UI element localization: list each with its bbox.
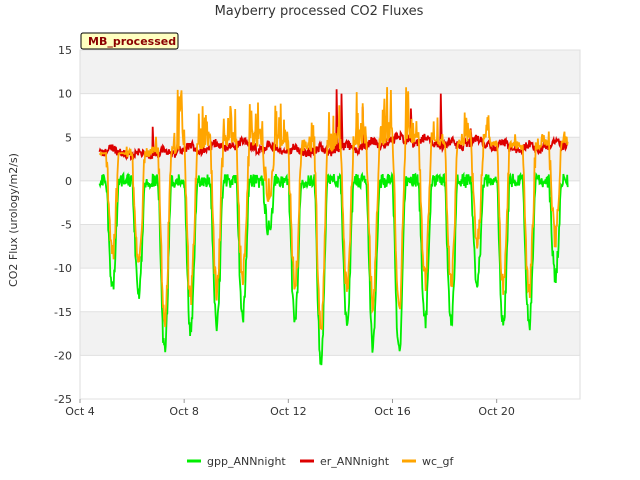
y-axis-label: CO2 Flux (urology/m2/s)	[7, 153, 20, 287]
chart-title: Mayberry processed CO2 Fluxes	[215, 4, 424, 19]
badge: MB_processed	[80, 32, 179, 50]
y-tick-label: -25	[54, 393, 72, 406]
y-axis-ticks: -25 -20 -15 -10 -5 0 5 10 15	[54, 44, 72, 406]
legend-entry: wc_gf	[422, 455, 455, 468]
y-tick-label: 0	[65, 175, 72, 188]
y-tick-label: 10	[58, 88, 72, 101]
x-tick-label: Oct 12	[270, 405, 307, 418]
y-tick-label: -10	[54, 262, 72, 275]
series-line-wc_gf	[98, 87, 569, 330]
background-band	[80, 50, 580, 94]
x-tick-label: Oct 4	[65, 405, 95, 418]
y-tick-label: -20	[54, 349, 72, 362]
x-tick-label: Oct 20	[478, 405, 515, 418]
legend-entry: er_ANNnight	[320, 455, 390, 468]
badge-label: MB_processed	[88, 35, 176, 48]
background-band	[80, 355, 580, 399]
x-tick-label: Oct 8	[169, 405, 199, 418]
y-tick-label: -5	[61, 219, 72, 232]
x-tick-label: Oct 16	[374, 405, 411, 418]
y-tick-label: 5	[65, 131, 72, 144]
legend-entry: gpp_ANNnight	[207, 455, 286, 468]
background-band	[80, 224, 580, 269]
y-tick-label: 15	[58, 44, 72, 57]
plot-background-bands	[79, 49, 581, 400]
series-lines	[98, 87, 569, 366]
x-axis-ticks: Oct 4 Oct 8 Oct 12 Oct 16 Oct 20	[65, 399, 515, 418]
background-band	[80, 180, 580, 225]
legend: gpp_ANNnight er_ANNnight wc_gf	[187, 455, 455, 468]
series-line-gpp_ANNnight	[98, 171, 569, 366]
y-tick-label: -15	[54, 306, 72, 319]
